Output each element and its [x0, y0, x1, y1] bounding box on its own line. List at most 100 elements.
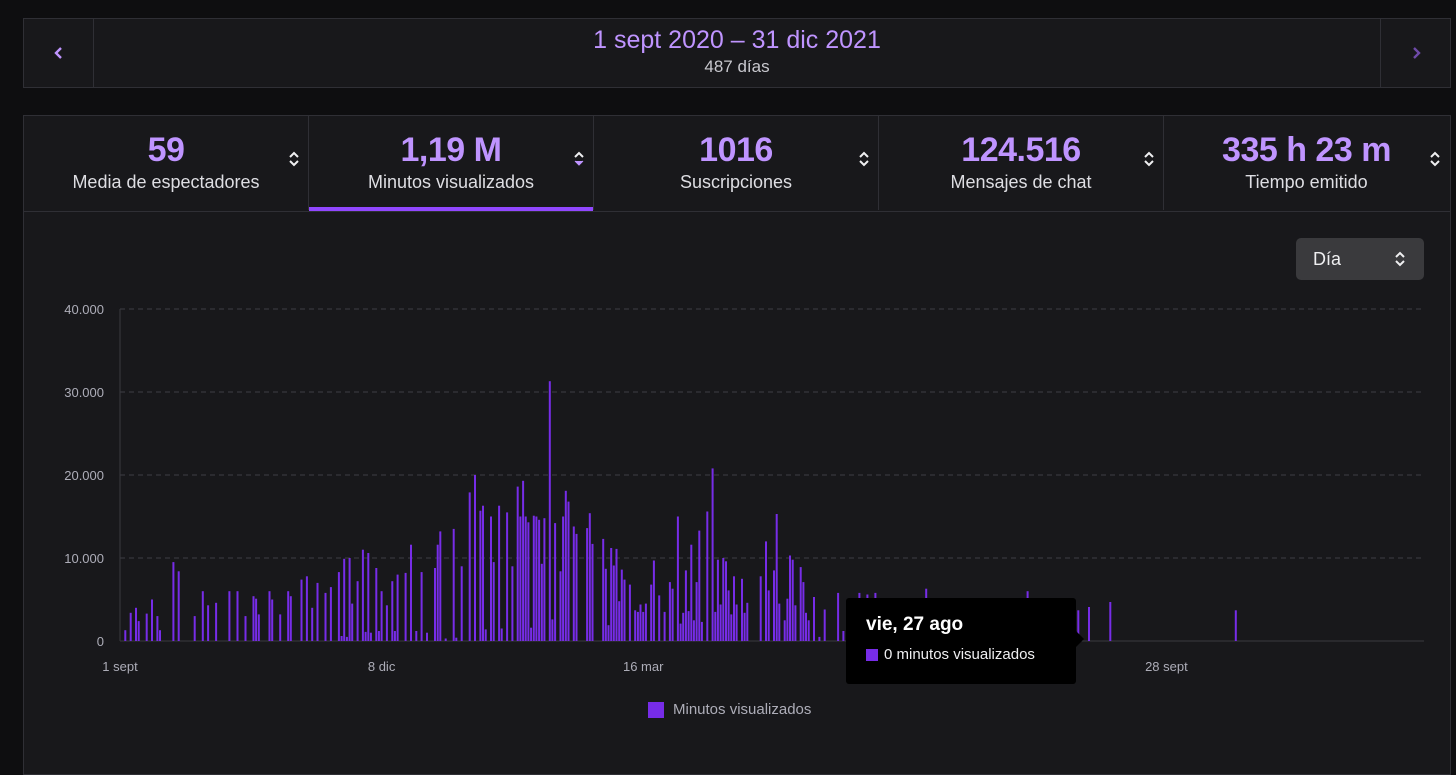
chart-bar[interactable] — [650, 584, 653, 641]
chart-bar[interactable] — [135, 607, 137, 641]
chart-bar[interactable] — [628, 584, 631, 641]
chart-bar[interactable] — [289, 596, 292, 641]
chart-bar[interactable] — [690, 544, 693, 641]
chart-bar[interactable] — [367, 553, 370, 641]
chart-bar[interactable] — [684, 570, 687, 641]
chart-bar[interactable] — [805, 612, 807, 641]
chart-bar[interactable] — [644, 603, 647, 641]
chart-bar[interactable] — [252, 596, 255, 641]
chart-bar[interactable] — [775, 514, 778, 641]
chart-bar[interactable] — [343, 558, 346, 641]
chart-bar[interactable] — [316, 582, 319, 641]
chart-bar[interactable] — [623, 579, 626, 641]
chart-bar[interactable] — [340, 636, 343, 641]
chart-bar[interactable] — [658, 595, 661, 641]
stat-subscriptions[interactable]: 1016 Suscripciones — [594, 116, 879, 210]
chart-bar[interactable] — [207, 605, 210, 641]
chart-bar[interactable] — [522, 480, 525, 641]
chart-bar[interactable] — [567, 501, 570, 641]
chart-bar[interactable] — [393, 631, 396, 641]
chart-bar[interactable] — [271, 599, 274, 642]
chart-bar[interactable] — [1234, 610, 1237, 641]
chart-bar[interactable] — [837, 592, 840, 641]
chart-bar[interactable] — [783, 620, 786, 642]
chart-bar[interactable] — [663, 611, 666, 641]
chart-bar[interactable] — [236, 591, 239, 641]
stat-time-streamed[interactable]: 335 h 23 m Tiempo emitido — [1164, 116, 1449, 210]
chart-bar[interactable] — [791, 559, 794, 641]
chart-bar[interactable] — [668, 582, 671, 641]
chart-bar[interactable] — [380, 591, 383, 641]
chart-bar[interactable] — [305, 576, 308, 641]
chart-bar[interactable] — [444, 638, 447, 642]
chart-bar[interactable] — [287, 591, 290, 641]
chart-bar[interactable] — [671, 588, 674, 641]
chart-bar[interactable] — [642, 611, 645, 641]
chart-bar[interactable] — [687, 611, 690, 641]
chart-bar[interactable] — [695, 582, 698, 641]
chart-bar[interactable] — [725, 561, 727, 641]
chart-bar[interactable] — [799, 567, 802, 641]
chart-bar[interactable] — [156, 616, 159, 641]
chart-bar[interactable] — [586, 528, 589, 641]
sort-icon[interactable] — [573, 150, 585, 168]
chart-bar[interactable] — [676, 516, 679, 642]
chart-bar[interactable] — [257, 614, 260, 641]
chart-bar[interactable] — [324, 592, 327, 641]
chart-bar[interactable] — [575, 533, 578, 641]
chart-bar[interactable] — [538, 519, 541, 641]
chart-bar[interactable] — [564, 490, 567, 641]
chart-bar[interactable] — [540, 563, 543, 641]
chart-bar[interactable] — [572, 526, 575, 642]
chart-bar[interactable] — [479, 510, 482, 641]
chart-bar[interactable] — [482, 505, 484, 641]
chart-bar[interactable] — [591, 543, 594, 641]
chart-bar[interactable] — [193, 616, 196, 641]
chart-bar[interactable] — [698, 530, 701, 641]
chart-bar[interactable] — [807, 620, 810, 642]
chart-bar[interactable] — [255, 598, 258, 641]
chart-bar[interactable] — [639, 604, 642, 642]
chart-bar[interactable] — [519, 516, 522, 642]
chart-bar[interactable] — [818, 636, 821, 641]
chart-bar[interactable] — [759, 576, 762, 641]
chart-bar[interactable] — [711, 468, 714, 641]
chart-bar[interactable] — [602, 538, 605, 641]
sort-icon[interactable] — [1429, 150, 1441, 168]
chart-bar[interactable] — [415, 631, 418, 641]
chart-bar[interactable] — [615, 548, 618, 641]
chart-bar[interactable] — [124, 630, 127, 641]
chart-bar[interactable] — [364, 631, 367, 641]
chart-bar[interactable] — [172, 562, 175, 641]
chart-bar[interactable] — [682, 612, 685, 641]
chart-bar[interactable] — [356, 581, 359, 641]
chart-bar[interactable] — [452, 528, 455, 641]
chart-bar[interactable] — [300, 579, 303, 641]
chart-bar[interactable] — [706, 511, 709, 642]
chart-bar[interactable] — [562, 516, 565, 642]
chart-bar[interactable] — [434, 568, 436, 641]
chart-bar[interactable] — [436, 544, 439, 641]
chart-bar[interactable] — [361, 549, 364, 641]
chart-bar[interactable] — [468, 492, 471, 641]
chart-bar[interactable] — [474, 475, 476, 641]
chart-bar[interactable] — [137, 621, 140, 641]
chart-bar[interactable] — [201, 591, 204, 641]
chart-bar[interactable] — [498, 505, 501, 641]
chart-bar[interactable] — [337, 572, 340, 641]
chart-bar[interactable] — [727, 590, 730, 641]
chart-bar[interactable] — [329, 587, 332, 641]
chart-bar[interactable] — [527, 522, 530, 641]
next-period-button[interactable] — [1380, 19, 1450, 87]
chart-bar[interactable] — [551, 619, 554, 641]
chart-bar[interactable] — [377, 631, 380, 641]
chart-bar[interactable] — [490, 516, 492, 642]
chart-bar[interactable] — [722, 558, 725, 641]
chart-bar[interactable] — [228, 591, 231, 641]
chart-bar[interactable] — [842, 631, 845, 641]
chart-bar[interactable] — [511, 566, 514, 641]
chart-bar[interactable] — [535, 516, 538, 642]
chart-bar[interactable] — [730, 614, 733, 641]
chart-bar[interactable] — [345, 636, 348, 641]
chart-bar[interactable] — [692, 620, 695, 642]
